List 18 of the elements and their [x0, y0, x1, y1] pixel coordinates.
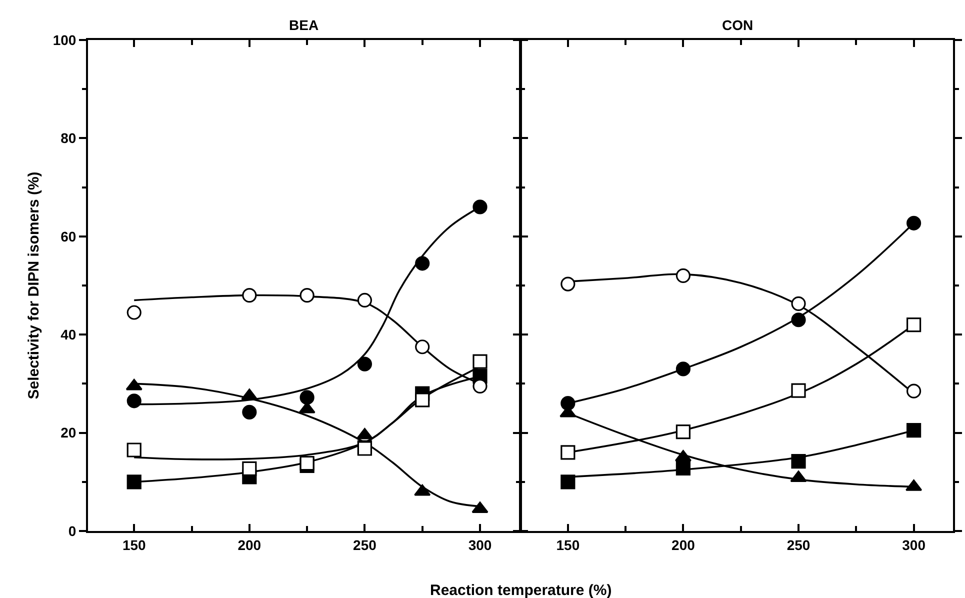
x-tick-label: 300: [902, 536, 926, 553]
x-tick-label: 200: [672, 536, 696, 553]
x-axis-title: Reaction temperature (%): [430, 582, 612, 598]
x-tick-label: 250: [786, 536, 810, 553]
y-tick-label: 20: [60, 424, 76, 441]
y-tick-label: 40: [60, 326, 76, 342]
chart-title: CON: [722, 17, 754, 33]
y-axis-title: Selectivity for DIPN isomers (%): [26, 172, 43, 400]
x-tick-label: 300: [468, 536, 492, 553]
y-tick-label: 100: [52, 32, 76, 48]
x-tick-label: 250: [353, 536, 377, 553]
x-tick-label: 200: [238, 536, 262, 553]
y-tick-label: 60: [60, 228, 76, 244]
y-tick-label: 0: [68, 522, 76, 539]
x-tick-label: 150: [556, 536, 580, 553]
chart-title: BEA: [289, 17, 319, 33]
y-tick-label: 80: [60, 130, 76, 146]
x-tick-label: 150: [122, 536, 146, 553]
